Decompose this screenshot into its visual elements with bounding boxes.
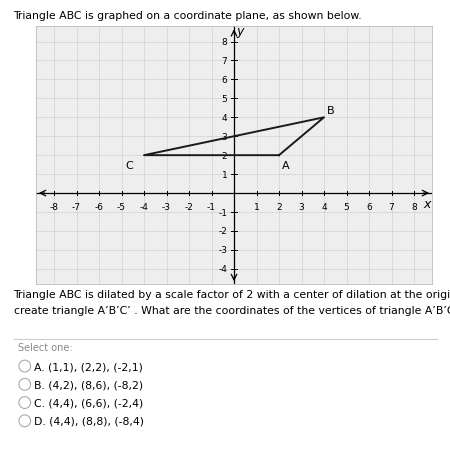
Text: -2: -2	[184, 202, 194, 211]
Text: 1: 1	[254, 202, 259, 211]
Text: 3: 3	[221, 132, 227, 142]
Text: -1: -1	[207, 202, 216, 211]
Text: Triangle ABC is dilated by a scale factor of 2 with a center of dilation at the : Triangle ABC is dilated by a scale facto…	[14, 289, 450, 299]
Text: -4: -4	[218, 265, 227, 274]
Text: B. (4,2), (8,6), (-8,2): B. (4,2), (8,6), (-8,2)	[34, 379, 143, 389]
Text: -3: -3	[162, 202, 171, 211]
Text: -5: -5	[117, 202, 126, 211]
Text: 7: 7	[221, 57, 227, 66]
Text: B: B	[328, 106, 335, 116]
Text: -3: -3	[218, 246, 227, 255]
Text: 8: 8	[411, 202, 417, 211]
Text: x: x	[424, 197, 431, 211]
Text: -6: -6	[94, 202, 104, 211]
Text: C. (4,4), (6,6), (-2,4): C. (4,4), (6,6), (-2,4)	[34, 398, 143, 408]
Text: -2: -2	[218, 227, 227, 236]
Text: 5: 5	[221, 95, 227, 104]
Text: 6: 6	[366, 202, 372, 211]
Text: 8: 8	[221, 38, 227, 47]
Text: 4: 4	[221, 114, 227, 122]
Text: 1: 1	[221, 170, 227, 179]
Text: -1: -1	[218, 208, 227, 217]
Text: -7: -7	[72, 202, 81, 211]
Text: 2: 2	[276, 202, 282, 211]
Text: C: C	[125, 161, 133, 171]
Text: y: y	[237, 25, 244, 38]
Text: Triangle ABC is graphed on a coordinate plane, as shown below.: Triangle ABC is graphed on a coordinate …	[14, 11, 362, 21]
Text: 4: 4	[321, 202, 327, 211]
Text: 6: 6	[221, 76, 227, 85]
Text: -4: -4	[140, 202, 148, 211]
Text: A. (1,1), (2,2), (-2,1): A. (1,1), (2,2), (-2,1)	[34, 361, 143, 371]
Text: Select one:: Select one:	[18, 342, 72, 352]
Text: A: A	[283, 161, 290, 171]
Text: D. (4,4), (8,8), (-8,4): D. (4,4), (8,8), (-8,4)	[34, 416, 144, 426]
Text: -8: -8	[50, 202, 58, 211]
Text: create triangle A’B’C’ . What are the coordinates of the vertices of triangle A’: create triangle A’B’C’ . What are the co…	[14, 305, 450, 315]
Text: 2: 2	[221, 152, 227, 160]
Text: 5: 5	[344, 202, 349, 211]
Text: 3: 3	[299, 202, 304, 211]
Text: 7: 7	[389, 202, 394, 211]
